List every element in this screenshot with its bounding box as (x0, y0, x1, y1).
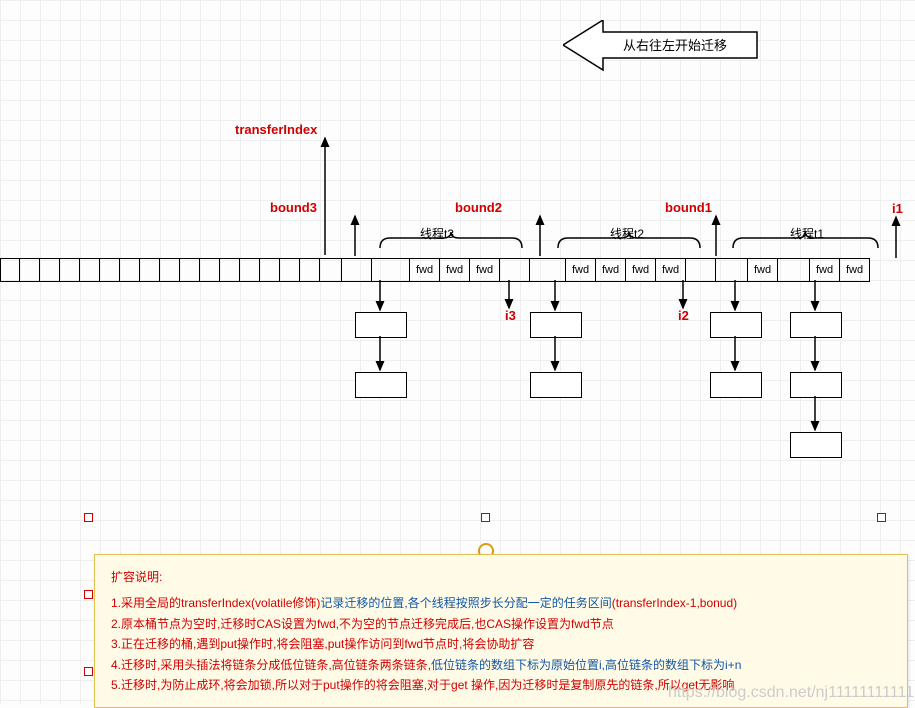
cell (716, 259, 748, 281)
cell (260, 259, 280, 281)
cell (0, 259, 20, 281)
cell (240, 259, 260, 281)
cell (20, 259, 40, 281)
note-line: 1.采用全局的transferIndex(volatile修饰)记录迁移的位置,… (111, 593, 891, 613)
cell (40, 259, 60, 281)
label-i2: i2 (678, 308, 689, 323)
cell (120, 259, 140, 281)
cell (80, 259, 100, 281)
cell: fwd (410, 259, 440, 281)
selection-handle (84, 667, 93, 676)
chain-node (530, 372, 582, 398)
cell: fwd (810, 259, 840, 281)
note-line: 3.正在迁移的桶,遇到put操作时,将会阻塞,put操作访问到fwd节点时,将会… (111, 634, 891, 654)
label-bound3: bound3 (270, 200, 317, 215)
cell (60, 259, 80, 281)
cell (342, 259, 372, 281)
cell (530, 259, 566, 281)
label-bound1: bound1 (665, 200, 712, 215)
note-title: 扩容说明: (111, 567, 891, 587)
cell (300, 259, 320, 281)
cell (320, 259, 342, 281)
cell: fwd (840, 259, 870, 281)
chain-node (790, 432, 842, 458)
chain-node (530, 312, 582, 338)
chain-node (790, 372, 842, 398)
label-i3: i3 (505, 308, 516, 323)
chain-node (355, 372, 407, 398)
cell (220, 259, 240, 281)
label-t2: 线程t2 (610, 225, 644, 242)
note-line: 2.原本桶节点为空时,迁移时CAS设置为fwd,不为空的节点迁移完成后,也CAS… (111, 614, 891, 634)
cell (200, 259, 220, 281)
watermark: https://blog.csdn.net/nj11111111111 (668, 684, 914, 702)
selection-handle (877, 513, 886, 522)
cell: fwd (470, 259, 500, 281)
chain-node (355, 312, 407, 338)
cell: fwd (566, 259, 596, 281)
cell: fwd (656, 259, 686, 281)
selection-handle (84, 513, 93, 522)
cell (500, 259, 530, 281)
chain-node (790, 312, 842, 338)
label-bound2: bound2 (455, 200, 502, 215)
selection-handle (481, 513, 490, 522)
label-transferindex: transferIndex (235, 122, 317, 137)
chain-node (710, 372, 762, 398)
cell (140, 259, 160, 281)
cell: fwd (626, 259, 656, 281)
cell (778, 259, 810, 281)
array-row: fwdfwdfwdfwdfwdfwdfwdfwdfwdfwd (0, 258, 870, 282)
cell: fwd (596, 259, 626, 281)
cell (160, 259, 180, 281)
cell: fwd (748, 259, 778, 281)
svg-text:从右往左开始迁移: 从右往左开始迁移 (623, 38, 727, 53)
cell (180, 259, 200, 281)
note-line: 4.迁移时,采用头插法将链条分成低位链条,高位链条两条链条,低位链条的数组下标为… (111, 655, 891, 675)
label-t3: 线程t3 (420, 225, 454, 242)
cell (372, 259, 410, 281)
callout-arrow: 从右往左开始迁移 (563, 20, 763, 103)
label-i1: i1 (892, 201, 903, 216)
selection-handle (84, 590, 93, 599)
chain-node (710, 312, 762, 338)
cell (280, 259, 300, 281)
label-t1: 线程t1 (790, 225, 824, 242)
cell: fwd (440, 259, 470, 281)
cell (686, 259, 716, 281)
cell (100, 259, 120, 281)
